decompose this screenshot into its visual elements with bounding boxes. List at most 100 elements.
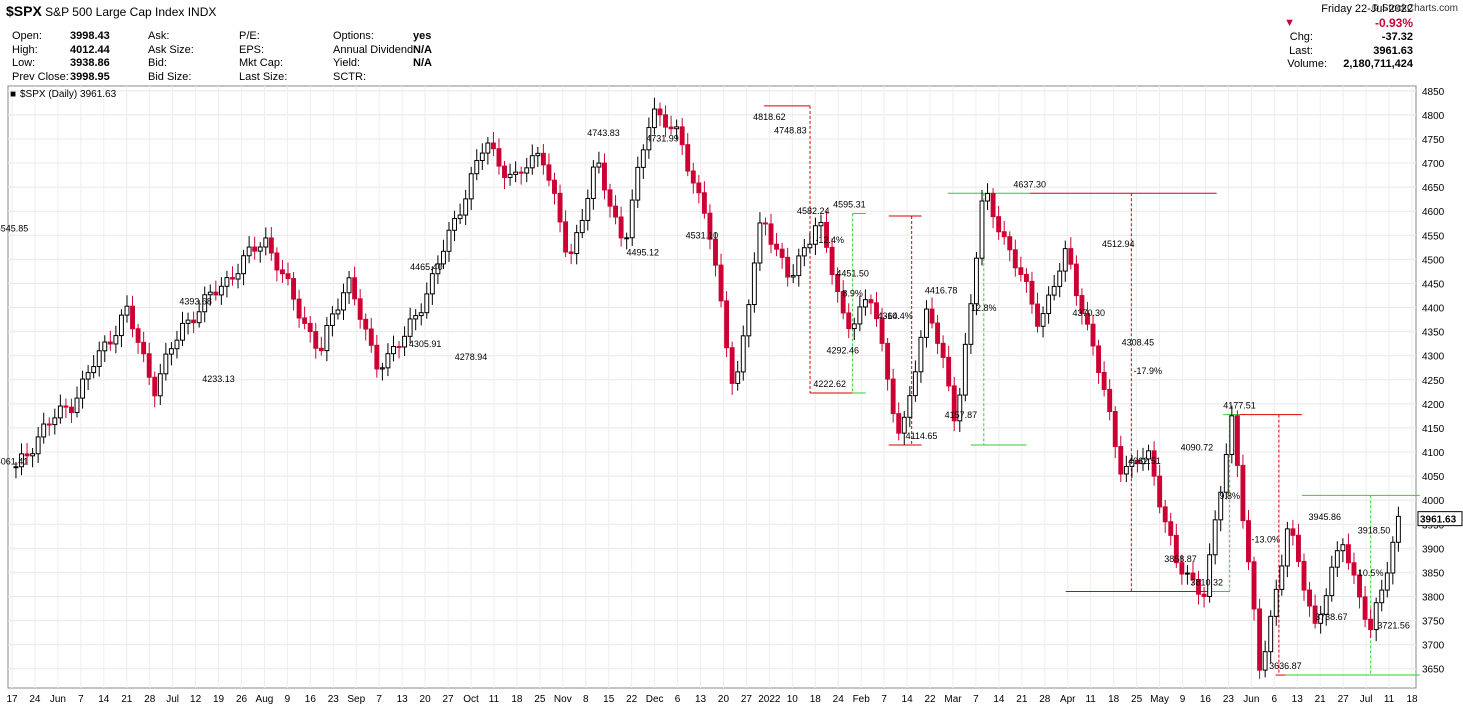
- candle-body: [613, 205, 619, 218]
- x-tick-label: 22: [626, 694, 638, 705]
- candle-body: [618, 216, 624, 239]
- candle-body: [379, 367, 385, 370]
- candle-body: [735, 371, 741, 384]
- candle-body: [30, 453, 36, 457]
- volume-value: 2,180,711,424: [1343, 58, 1413, 70]
- candle-body: [1284, 528, 1290, 567]
- candle-body: [1251, 561, 1257, 610]
- annotation-label: 4582.24: [797, 206, 830, 216]
- candle-body: [1257, 608, 1263, 671]
- annotation-label: 3945.86: [1309, 512, 1342, 522]
- label: Open:: [12, 30, 42, 42]
- candle-body: [96, 350, 102, 368]
- candle-body: [1029, 280, 1035, 305]
- candle-body: [291, 278, 296, 300]
- candle-body: [990, 192, 996, 218]
- candle-body: [1201, 593, 1207, 597]
- y-tick-label: 4100: [1422, 448, 1445, 459]
- candle-body: [324, 325, 330, 352]
- candle-body: [1157, 475, 1163, 508]
- candle-body: [1073, 263, 1079, 297]
- candle-body: [152, 376, 158, 397]
- symbol[interactable]: $SPX: [6, 3, 42, 19]
- candle-body: [918, 336, 924, 373]
- label: Ask:: [148, 30, 170, 42]
- candle-body: [1112, 410, 1118, 448]
- x-tick-label: 7: [78, 694, 84, 705]
- x-tick-label: 18: [810, 694, 822, 705]
- annotation-label: 4545.85: [0, 223, 28, 233]
- x-tick-label: Jun: [50, 694, 66, 705]
- candle-body: [202, 294, 208, 313]
- watermark[interactable]: © StockCharts.com: [1371, 3, 1458, 14]
- candle-body: [385, 353, 391, 369]
- quote-col-4: Options: yes Annual Dividend: N/A Yield: N/…: [333, 30, 432, 84]
- candle-body: [502, 165, 507, 178]
- x-tick-label: 7: [973, 694, 979, 705]
- label: Yield:: [333, 57, 361, 69]
- candle-body: [774, 243, 780, 250]
- label: Mkt Cap:: [239, 57, 284, 69]
- candle-body: [107, 341, 113, 345]
- candle-body: [1279, 565, 1285, 590]
- candle-body: [507, 173, 513, 178]
- annotation-label: 3636.87: [1269, 661, 1302, 671]
- annotation-label: 4233.13: [202, 374, 235, 384]
- candle-body: [951, 385, 957, 422]
- y-tick-label: 4600: [1422, 207, 1445, 218]
- candle-body: [474, 160, 480, 175]
- candle-body: [874, 302, 879, 320]
- x-tick-label: 11: [489, 694, 500, 705]
- candle-body: [579, 219, 585, 234]
- candle-body: [1085, 312, 1090, 325]
- x-tick-label: 15: [603, 694, 615, 705]
- candle-body: [985, 192, 990, 202]
- candle-body: [418, 312, 424, 317]
- x-tick-label: 12: [190, 694, 202, 705]
- candle-body: [1212, 519, 1218, 556]
- x-tick-label: Oct: [463, 694, 479, 705]
- quote-col-2: Ask: Ask Size: Bid: Bid Size:: [148, 30, 194, 84]
- y-tick-label: 4350: [1422, 328, 1445, 339]
- candle-body: [1357, 574, 1362, 598]
- candle-body: [374, 344, 380, 370]
- candle-body: [263, 237, 269, 248]
- last-price-label: 3961.63: [1420, 515, 1457, 526]
- candle-body: [1323, 595, 1329, 616]
- candle-body: [446, 229, 452, 252]
- candle-body: [862, 299, 868, 308]
- candle-body: [118, 314, 124, 337]
- candle-body: [252, 246, 258, 252]
- annotation-label: 4292.46: [827, 345, 860, 355]
- x-tick-label: 13: [1292, 694, 1304, 705]
- chg-value: -37.32: [1381, 31, 1413, 43]
- label: Last Size:: [239, 70, 288, 83]
- candle-body: [352, 277, 358, 300]
- x-tick-label: Sep: [347, 694, 365, 705]
- candle-body: [218, 285, 224, 296]
- candle-body: [718, 264, 724, 302]
- candle-body: [124, 305, 130, 316]
- candle-body: [1318, 614, 1324, 624]
- label: Last:: [1289, 44, 1313, 57]
- x-tick-label: Dec: [646, 694, 664, 705]
- label: P/E:: [239, 30, 260, 42]
- label: Annual Dividend:: [333, 43, 417, 56]
- candle-body: [1240, 464, 1246, 522]
- yield-value: N/A: [413, 57, 432, 69]
- candle-body: [679, 126, 685, 146]
- candle-body: [590, 166, 596, 200]
- quote-summary: Friday 22-Jul-2022 ▼ -0.93% Chg: -37.32 La…: [1284, 3, 1413, 72]
- x-tick-label: 14: [902, 694, 914, 705]
- candle-body: [885, 342, 891, 380]
- x-tick-label: Nov: [554, 694, 572, 705]
- x-tick-label: 22: [924, 694, 936, 705]
- candle-body: [563, 221, 569, 253]
- x-tick-label: 25: [1131, 694, 1143, 705]
- candle-body: [191, 319, 197, 324]
- candle-body: [640, 149, 646, 168]
- y-tick-label: 3850: [1422, 568, 1445, 579]
- candle-body: [1129, 459, 1135, 467]
- label: High:: [12, 43, 38, 56]
